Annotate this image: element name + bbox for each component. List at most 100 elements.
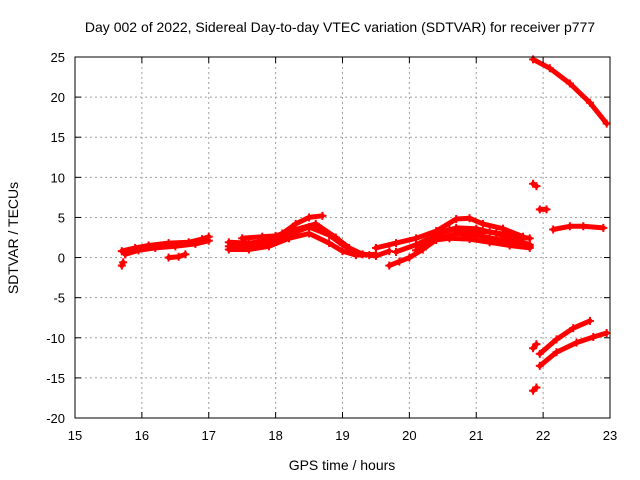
data-point [418,245,427,254]
data-point [465,214,474,223]
data-point [395,257,404,266]
data-point [171,242,180,251]
x-tick-label: 16 [135,428,149,443]
series-line [530,56,610,127]
data-point [445,234,454,243]
data-point [244,245,253,254]
tick-layer: 15 16 17 18 19 20 21 22 23 -20 -15 -10 -5 0 5 10 15 20 25 [46,50,617,443]
series-late-rise-d [385,234,534,270]
y-tick-label: -5 [53,291,65,306]
series-line [386,235,533,269]
data-point [589,332,598,341]
data-point [385,261,394,270]
y-tick-label: 20 [51,90,65,105]
data-point [602,119,611,128]
data-point [432,235,441,244]
data-point [325,239,334,248]
series-line [550,223,606,232]
series-short-minus11 [529,340,541,353]
y-tick-label: 10 [51,170,65,185]
data-point [485,238,494,247]
data-point [338,247,347,256]
data-point [134,246,143,255]
x-tick-label: 17 [202,428,216,443]
data-point [358,250,367,259]
data-point [371,251,380,260]
data-point [305,213,314,222]
data-point [119,258,128,267]
y-tick-label: 15 [51,130,65,145]
series-early-dip [164,250,190,262]
data-point [318,211,327,220]
data-point [599,223,608,232]
series-line [537,318,593,357]
data-point [505,231,514,240]
data-point [525,234,534,243]
data-point [285,234,293,243]
data-point [579,222,588,231]
data-point [552,335,561,344]
x-tick-label: 21 [469,428,483,443]
data-point [535,361,544,370]
data-point [392,247,400,256]
series-short-8 [529,179,541,191]
data-point [565,222,574,231]
data-point [181,250,190,259]
series-line [393,225,533,255]
data-point [525,243,534,252]
series-early-band-lower [121,236,213,259]
data-point [535,205,544,214]
series-early-outlier [117,258,128,270]
data-point [121,250,130,259]
data-point [151,243,160,252]
data-point [238,234,247,243]
y-tick-label: -20 [46,411,65,426]
data-point [485,227,494,236]
x-tick-label: 22 [536,428,550,443]
data-point [445,225,454,234]
x-tick-label: 20 [402,428,416,443]
chart-title: Day 002 of 2022, Sidereal Day-to-day VTE… [85,19,595,35]
data-point [505,241,514,250]
data-point [392,239,400,248]
data-point [532,340,541,349]
data-point [224,245,233,254]
data-point [191,239,200,248]
data-point [465,235,474,244]
data-point [602,328,611,337]
y-tick-label: -15 [46,371,65,386]
data-point [542,205,551,214]
series-rising-lower [535,328,611,370]
data-point [465,227,474,236]
data-point [552,348,561,357]
y-tick-label: 25 [51,50,65,65]
series-rising-upper [535,316,594,358]
data-point [532,182,541,191]
data-point [405,253,414,262]
y-tick-label: 0 [58,251,65,266]
x-axis-label: GPS time / hours [289,457,396,473]
data-point [305,229,314,238]
data-point [164,253,173,262]
data-point [499,224,507,233]
data-point [529,344,538,353]
series-mid-arc-d [238,219,394,260]
x-tick-label: 19 [335,428,349,443]
y-tick-label: -10 [46,331,65,346]
series-line [239,221,392,259]
data-point [565,79,574,88]
data-point [572,338,581,347]
data-point [174,252,183,261]
data-point [291,225,300,234]
series-short-minus16 [529,383,541,395]
series-flat-right [549,222,608,234]
x-tick-label: 15 [68,428,82,443]
data-point [204,236,213,245]
series-descending-upper [529,55,611,128]
data-point [371,243,380,252]
series-mid-arc-c [224,229,380,260]
y-axis-label: SDTVAR / TECUs [5,182,21,294]
data-point [271,231,280,240]
